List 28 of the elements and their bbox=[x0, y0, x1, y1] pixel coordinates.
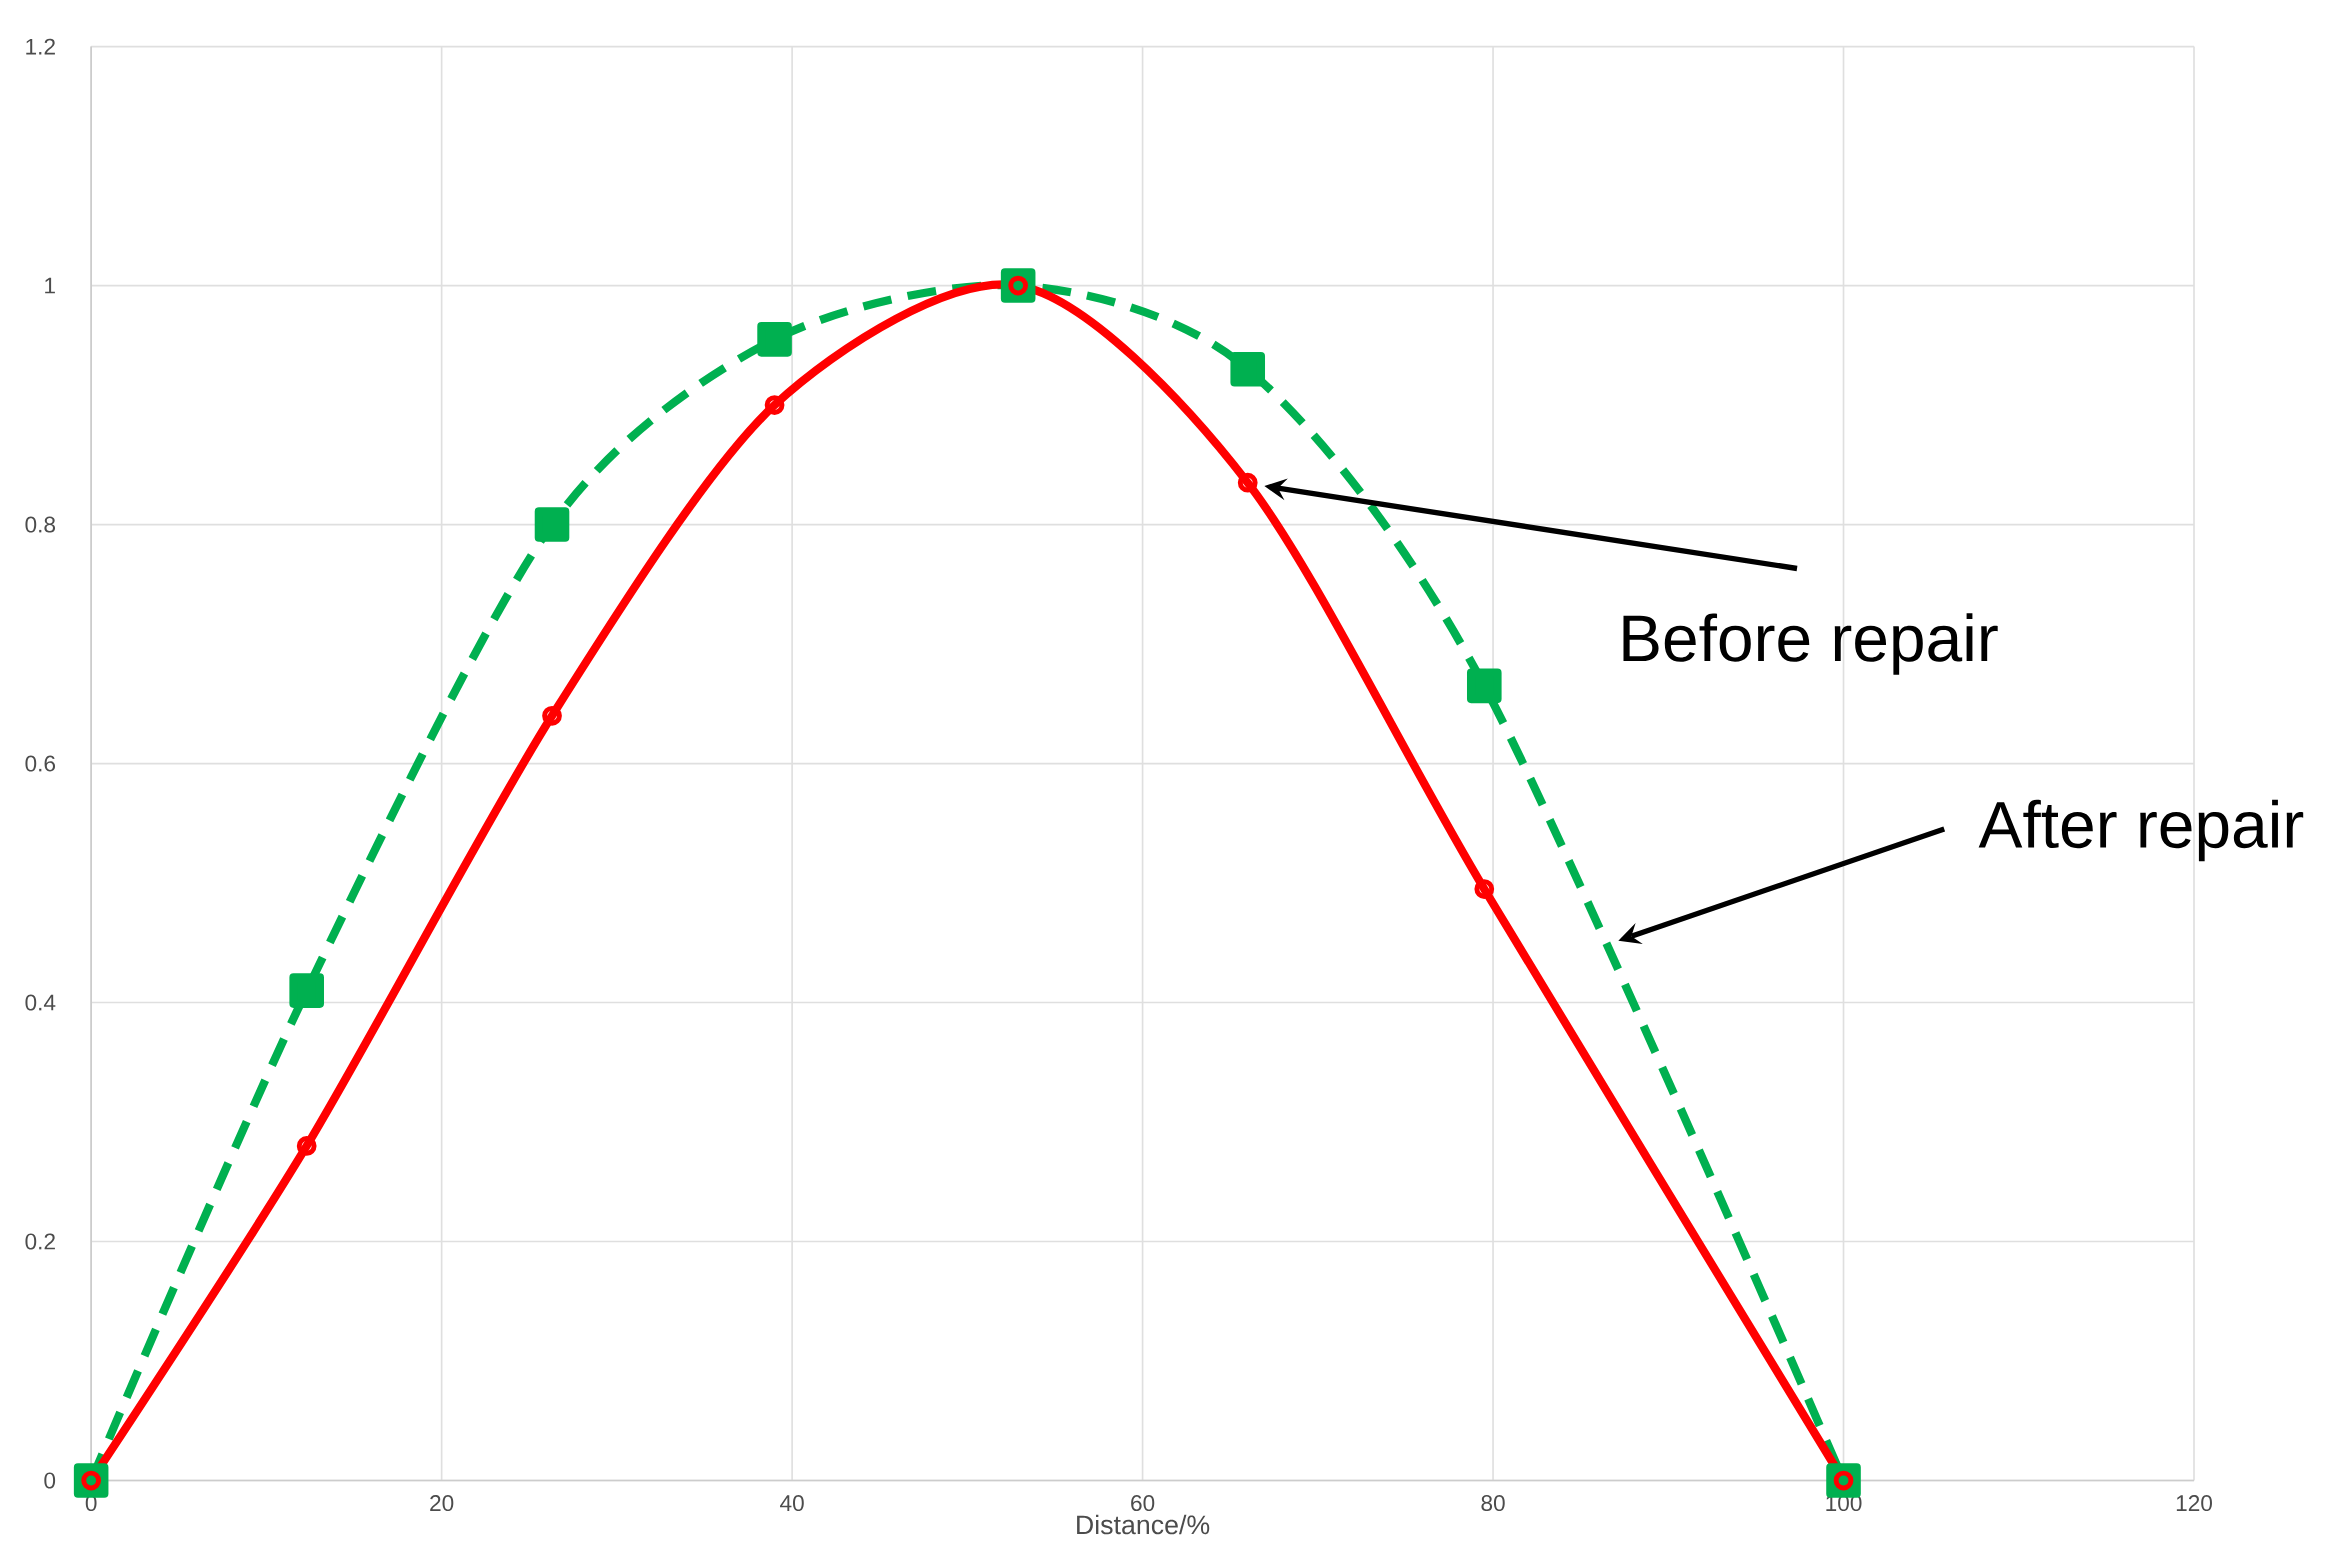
point bbox=[1833, 1470, 1854, 1491]
point bbox=[534, 507, 570, 542]
annotation: After repair bbox=[1978, 799, 2304, 862]
y-tick-label: 0.8 bbox=[25, 516, 56, 533]
point bbox=[1230, 351, 1266, 387]
point bbox=[296, 1136, 317, 1156]
x-tick-label: 80 bbox=[1481, 1495, 1505, 1512]
point bbox=[1474, 879, 1495, 899]
annotation: Before repair bbox=[1623, 613, 1998, 675]
y-tick-label: 0.2 bbox=[25, 1233, 55, 1250]
x-tick-label: 60 bbox=[1131, 1495, 1155, 1512]
x-axis-title: Distance/% bbox=[1077, 1514, 1210, 1535]
point bbox=[1237, 472, 1258, 493]
x-tick-label: 20 bbox=[430, 1495, 454, 1512]
point bbox=[289, 973, 324, 1008]
point bbox=[542, 705, 562, 726]
y-tick-label: 0 bbox=[44, 1472, 56, 1489]
y-tick-label: 0.4 bbox=[25, 994, 56, 1011]
y-tick-label: 0.6 bbox=[25, 755, 56, 772]
point bbox=[1466, 668, 1502, 704]
point bbox=[81, 1470, 102, 1491]
point bbox=[757, 322, 792, 357]
x-tick-label: 40 bbox=[780, 1495, 804, 1512]
x-tick-label: 120 bbox=[2176, 1495, 2212, 1512]
y-tick-label: 1.2 bbox=[26, 38, 55, 55]
point bbox=[764, 395, 785, 415]
point bbox=[1008, 275, 1029, 296]
y-tick-label: 1 bbox=[45, 277, 55, 294]
